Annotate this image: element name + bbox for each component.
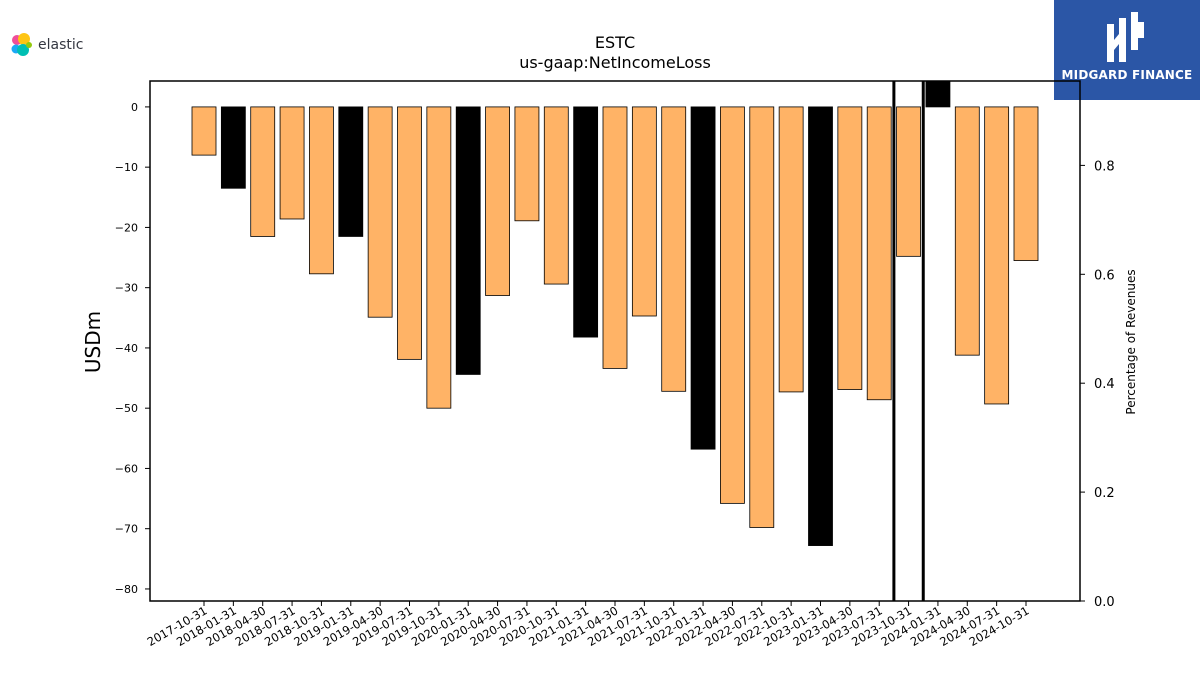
y-axis-label: USDm <box>81 311 105 373</box>
chart-title: ESTC <box>595 33 635 52</box>
y-tick-label: −60 <box>115 462 138 475</box>
y-tick-label: −40 <box>115 342 138 355</box>
y-tick-label: 0 <box>131 101 138 114</box>
y-tick-label: −80 <box>115 583 138 596</box>
y-tick-label: −50 <box>115 402 138 415</box>
y-right-tick-label: 0.0 <box>1094 595 1115 610</box>
bar-2023-04-30 <box>837 106 863 390</box>
y-tick-label: −70 <box>115 523 138 536</box>
y-right-tick-label: 0.6 <box>1094 268 1115 283</box>
x-ticks-layer: 2017-10-312018-01-312018-04-302018-07-31… <box>145 601 1032 649</box>
badge-label: MIDGARD FINANCE <box>1061 68 1193 82</box>
bar-2024-10-31 <box>1013 106 1039 261</box>
bar-2020-04-30 <box>485 106 510 296</box>
bar-2022-01-31 <box>690 106 716 450</box>
y-right-tick-label: 0.8 <box>1094 159 1115 174</box>
bar-2020-07-31 <box>514 106 540 222</box>
bar-2022-10-31 <box>778 106 804 393</box>
elastic-logo-icon <box>11 33 32 56</box>
bar-2022-07-31 <box>749 106 775 528</box>
bar-2019-01-31 <box>338 106 364 237</box>
bar-2023-07-31 <box>866 106 892 401</box>
bar-2019-04-30 <box>367 106 393 318</box>
bar-2024-01-31 <box>925 80 951 108</box>
bar-2023-01-31 <box>808 106 833 546</box>
elastic-logo: elastic <box>8 32 83 58</box>
bar-2023-10-31 <box>896 106 921 257</box>
markers-layer <box>892 81 925 601</box>
y-tick-label: −20 <box>115 221 138 234</box>
bar-2021-01-31 <box>573 106 599 338</box>
bar-2018-07-31 <box>279 106 305 220</box>
bar-2020-10-31 <box>543 106 569 285</box>
bar-2020-01-31 <box>455 106 481 375</box>
bar-2024-04-30 <box>954 106 980 356</box>
midgard-finance-logo-icon <box>1107 12 1144 62</box>
bar-2018-10-31 <box>309 106 334 275</box>
y-axis-right-label: Percentage of Revenues <box>1124 269 1138 414</box>
y-tick-label: −10 <box>115 161 138 174</box>
y-right-tick-label: 0.2 <box>1094 486 1115 501</box>
y-ticks-right-layer: 0.0 0.2 0.4 0.6 0.8 <box>1080 159 1115 610</box>
bar-2021-10-31 <box>661 106 687 392</box>
midgard-finance-badge: MIDGARD FINANCE <box>1054 0 1200 100</box>
bar-2022-04-30 <box>720 106 745 504</box>
y-ticks-layer: 0 −10 −20 −30 −40 −50 −60 −70 −80 <box>115 101 150 596</box>
bars-layer <box>191 80 1039 546</box>
bar-2021-04-30 <box>602 106 628 369</box>
bar-2024-07-31 <box>984 106 1010 405</box>
bar-2019-07-31 <box>397 106 422 360</box>
chart-subtitle: us-gaap:NetIncomeLoss <box>519 53 711 72</box>
bar-2017-10-31 <box>191 106 217 156</box>
bar-2021-07-31 <box>631 106 657 317</box>
y-tick-label: −30 <box>115 282 138 295</box>
bar-2018-04-30 <box>250 106 276 237</box>
plot-frame <box>149 80 1081 602</box>
elastic-logo-text: elastic <box>38 37 84 53</box>
bar-2019-10-31 <box>426 106 452 409</box>
y-right-tick-label: 0.4 <box>1094 377 1115 392</box>
bar-2018-01-31 <box>220 106 246 189</box>
